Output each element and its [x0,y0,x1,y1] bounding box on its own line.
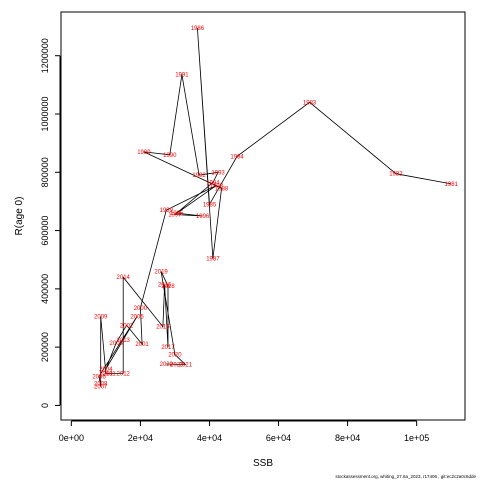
year-label: 2023 [170,362,184,368]
year-label: 1986 [191,26,205,32]
year-label: 1999 [160,208,174,214]
year-label: 2022 [160,362,174,368]
year-label: 2006 [92,374,106,380]
year-label: 2018 [161,284,175,290]
x-axis: 0e+00 2e+04 4e+04 6e+04 8e+04 1e+05 [59,420,429,443]
plot-frame [60,11,466,421]
year-label: 2016 [158,283,172,289]
year-label: 1982 [389,172,403,178]
year-label: 2012 [117,371,131,377]
year-label: 1996 [196,214,210,220]
year-label: 2010 [99,371,113,377]
year-label: 2004 [99,367,113,373]
year-label: 2019 [154,269,168,275]
year-label: 2002 [120,323,134,329]
y-tick-label: 1200000 [40,38,50,73]
year-label: 1987 [206,256,220,262]
x-tick-label: 1e+05 [404,433,429,443]
year-label: 2011 [103,371,117,377]
y-axis-title: R(age 0) [14,197,25,236]
year-label: 1985 [203,202,217,208]
year-label: 1991 [175,73,189,79]
year-label: 2014 [117,275,131,281]
year-labels: 1981 1982 1983 1984 1985 1986 1987 1988 1989 1990… [92,26,458,391]
y-tick-label: 800000 [40,157,50,187]
year-label: 1988 [215,186,229,192]
y-tick-label: 400000 [40,274,50,304]
footer-credit: stockassessment.org, whiting_27.6a_2023,… [335,474,476,479]
year-label: 1990 [163,153,177,159]
year-label: 2015 [156,325,170,331]
y-axis: 0 200000 400000 600000 800000 1000000 1200000 [40,38,61,408]
y-tick-label: 0 [40,403,50,408]
y-tick-label: 600000 [40,216,50,246]
year-label: 2001 [135,342,149,348]
year-label: 2003 [110,341,124,347]
x-tick-label: 2e+04 [128,433,153,443]
x-axis-title: SSB [253,458,273,469]
y-tick-label: 1000000 [40,96,50,131]
year-label: 2021 [179,363,193,369]
y-tick-label: 200000 [40,332,50,362]
year-label: 1981 [445,182,459,188]
year-label: 1997 [168,213,182,219]
year-label: 1989 [137,150,151,156]
year-label: 2000 [134,306,148,312]
year-label: 2009 [94,315,108,321]
year-label: 1995 [170,211,184,217]
x-tick-label: 8e+04 [335,433,360,443]
year-label: 1984 [230,154,244,160]
year-label: 1994 [206,181,220,187]
year-label: 2020 [168,352,182,358]
year-label: 2017 [161,345,175,351]
year-label: 2005 [130,315,144,321]
year-label: 2008 [94,382,108,388]
year-label: 1998 [210,183,224,189]
year-label: 2013 [117,338,131,344]
year-label: 1992 [192,173,206,179]
year-label: 1993 [211,170,225,176]
series-line [98,27,452,387]
x-tick-label: 0e+00 [59,433,84,443]
year-label: 1983 [303,100,317,106]
year-label: 2007 [94,385,108,391]
x-tick-label: 4e+04 [197,433,222,443]
series-polyline [98,27,452,387]
x-tick-label: 6e+04 [266,433,291,443]
